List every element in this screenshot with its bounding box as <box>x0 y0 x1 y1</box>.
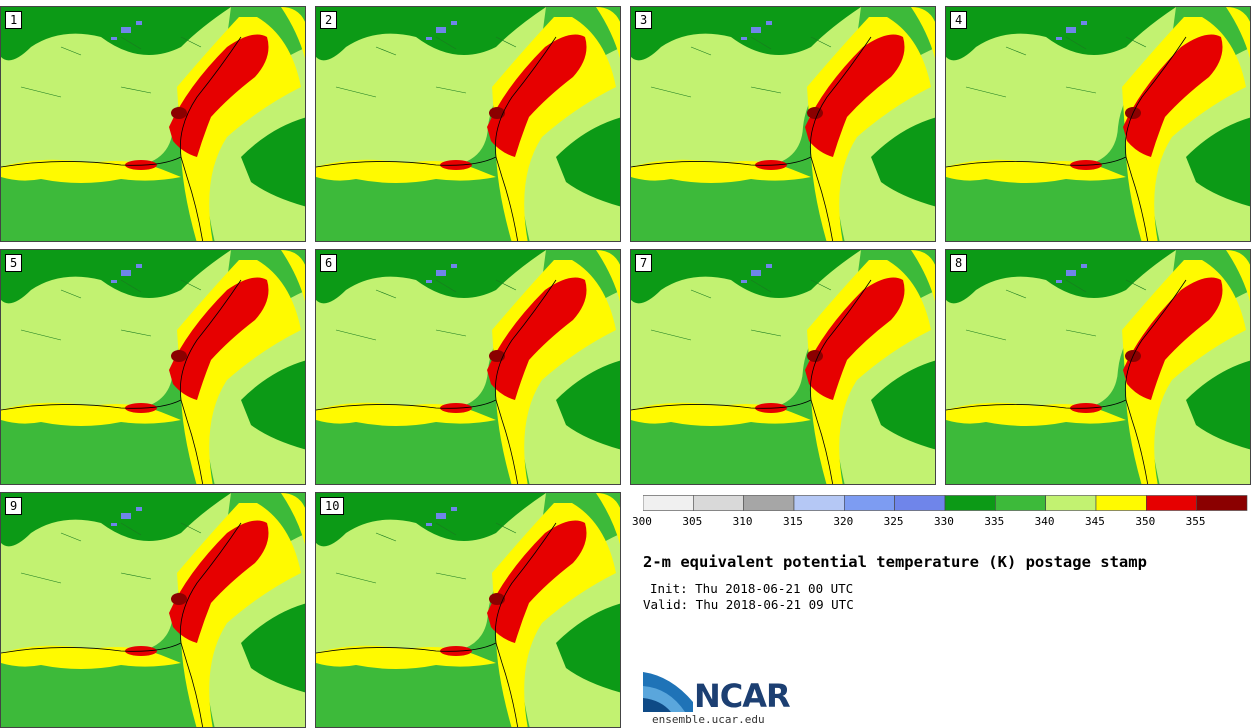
map-panel-6: 6 <box>315 249 621 485</box>
map-panel-7: 7 <box>630 249 936 485</box>
panel-number-label: 3 <box>635 11 653 29</box>
colorbar-swatch <box>944 495 996 511</box>
valid-time: Valid: Thu 2018-06-21 09 UTC <box>643 597 854 612</box>
ncar-logo-text: NCAR <box>694 677 791 715</box>
colorbar-swatch <box>1095 495 1147 511</box>
colorbar-tick-label: 315 <box>783 515 803 528</box>
colorbar-swatch <box>1045 495 1097 511</box>
colorbar-tick-label: 305 <box>682 515 703 528</box>
colorbar-swatch <box>894 495 946 511</box>
colorbar-tick-label: 355 <box>1185 515 1206 528</box>
colorbar-tick-label: 350 <box>1135 515 1156 528</box>
panel-number-label: 7 <box>635 254 653 272</box>
panel-number-label: 9 <box>5 497 23 515</box>
panel-number-label: 1 <box>5 11 23 29</box>
map-title: 2-m equivalent potential temperature (K)… <box>643 553 1147 571</box>
colorbar-swatch <box>994 495 1046 511</box>
panel-number-label: 8 <box>950 254 968 272</box>
map-panel-3: 3 <box>630 6 936 242</box>
map-panel-4: 4 <box>945 6 1251 242</box>
map-panel-9: 9 <box>0 492 306 728</box>
colorbar-swatch <box>844 495 895 511</box>
colorbar-tick-label: 300 <box>632 515 652 528</box>
map-panel-10: 10 <box>315 492 621 728</box>
colorbar-swatch <box>692 495 744 511</box>
colorbar-swatch <box>1145 495 1197 511</box>
ncar-logo-icon <box>643 672 693 712</box>
panel-number-label: 6 <box>320 254 338 272</box>
colorbar-tick-label: 335 <box>984 515 1005 528</box>
colorbar-tick-label: 340 <box>1034 515 1055 528</box>
panel-number-label: 10 <box>320 497 345 515</box>
site-url: ensemble.ucar.edu <box>652 713 765 726</box>
panel-number-label: 4 <box>950 11 968 29</box>
colorbar-swatch <box>743 495 795 511</box>
colorbar-swatch <box>793 495 845 511</box>
colorbar-tick-label: 330 <box>934 515 954 528</box>
init-time: Init: Thu 2018-06-21 00 UTC <box>650 581 854 596</box>
colorbar-tick-label: 310 <box>732 515 753 528</box>
colorbar-swatch <box>1196 495 1248 511</box>
map-panel-2: 2 <box>315 6 621 242</box>
colorbar-tick-label: 345 <box>1085 515 1105 528</box>
map-panel-1: 1 <box>0 6 306 242</box>
colorbar-swatch <box>643 495 694 511</box>
panel-number-label: 5 <box>5 254 23 272</box>
colorbar-tick-label: 325 <box>883 515 904 528</box>
colorbar <box>643 495 1248 511</box>
map-panel-8: 8 <box>945 249 1251 485</box>
panel-number-label: 2 <box>320 11 338 29</box>
colorbar-tick-label: 320 <box>833 515 854 528</box>
map-panel-5: 5 <box>0 249 306 485</box>
